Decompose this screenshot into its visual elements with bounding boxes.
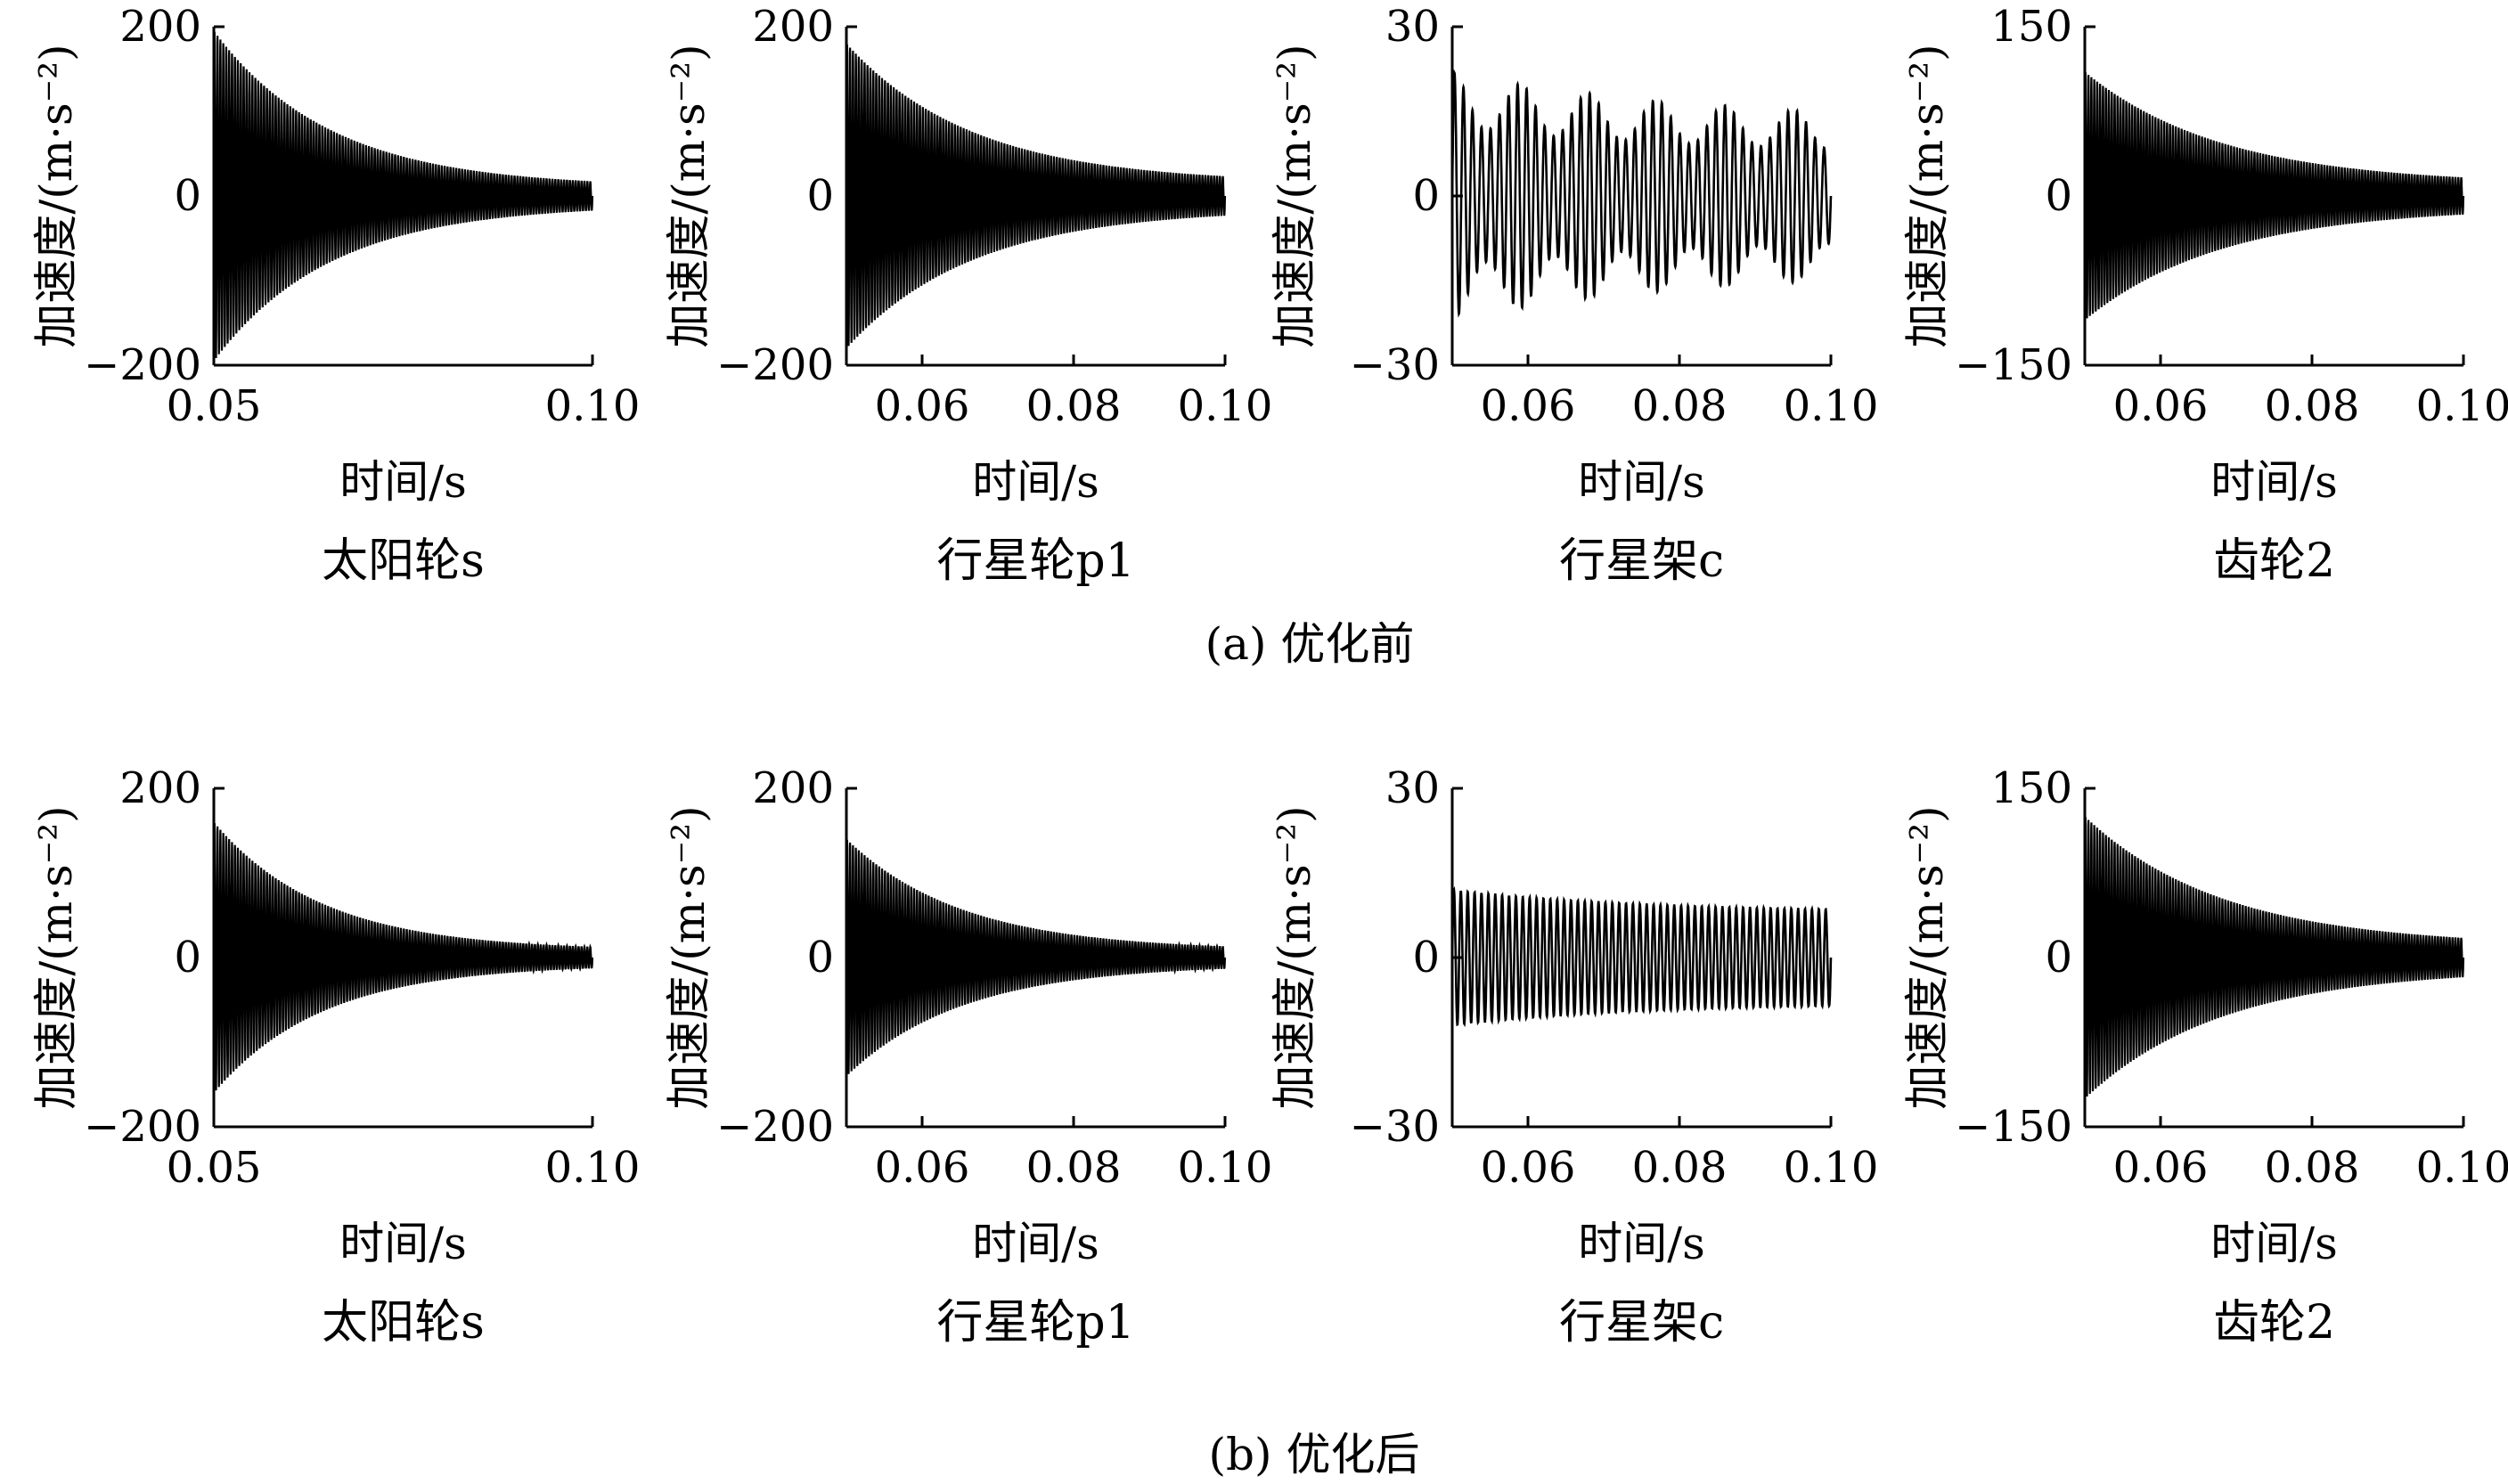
- x-tick-label: 0.06: [2113, 1143, 2209, 1193]
- y-tick-label: 150: [1990, 2, 2072, 52]
- panel-title: 行星轮p1: [936, 534, 1134, 588]
- x-tick-label: 0.06: [875, 1143, 970, 1193]
- y-tick-label: 0: [2045, 933, 2072, 983]
- y-tick-label: 200: [752, 2, 834, 52]
- series-line: [1450, 69, 1833, 318]
- series-line: [2083, 72, 2465, 319]
- y-axis-label: 加速度/(m·s⁻²): [30, 805, 82, 1109]
- y-tick-label: −30: [1350, 340, 1440, 390]
- x-tick-label: 0.08: [1026, 381, 1122, 431]
- series-line: [1450, 885, 1833, 1028]
- chart-panel: 150 0 −150 0.06 0.08 0.10 加速度/(m·s⁻²) 时间/s 齿轮2: [1901, 763, 2508, 1349]
- x-tick-label: 0.10: [1784, 1143, 1879, 1193]
- y-tick-label: 30: [1385, 763, 1440, 813]
- y-tick-label: 0: [174, 933, 201, 983]
- y-tick-label: −200: [84, 340, 201, 390]
- x-tick-label: 0.08: [1632, 381, 1728, 431]
- x-tick-label: 0.10: [2416, 1143, 2508, 1193]
- series-line: [212, 31, 594, 359]
- x-tick-label: 0.10: [2416, 381, 2508, 431]
- row-a-caption: (a) 优化前: [1205, 618, 1415, 670]
- x-axis-label: 时间/s: [972, 1218, 1099, 1269]
- y-axis-label: 加速度/(m·s⁻²): [663, 44, 715, 347]
- series-line: [212, 822, 594, 1091]
- x-tick-label: 0.06: [1481, 381, 1576, 431]
- x-tick-label: 0.10: [1178, 381, 1273, 431]
- y-axis-label: 加速度/(m·s⁻²): [1901, 44, 1953, 347]
- series-line: [845, 839, 1227, 1074]
- y-tick-label: 0: [806, 171, 834, 221]
- y-tick-label: 150: [1990, 763, 2072, 813]
- panel-title: 行星架c: [1559, 1296, 1724, 1349]
- x-tick-label: 0.06: [875, 381, 970, 431]
- x-tick-label: 0.06: [2113, 381, 2209, 431]
- x-tick-label: 0.08: [2265, 381, 2360, 431]
- y-tick-label: 0: [1412, 933, 1440, 983]
- x-tick-label: 0.10: [545, 381, 641, 431]
- x-axis-label: 时间/s: [339, 1218, 467, 1269]
- panel-title: 齿轮2: [2213, 534, 2335, 588]
- panel-title: 太阳轮s: [322, 1296, 485, 1349]
- y-tick-label: 0: [806, 933, 834, 983]
- series-line: [2083, 817, 2465, 1097]
- y-tick-label: 200: [752, 763, 834, 813]
- x-axis-label: 时间/s: [1578, 456, 1705, 508]
- x-tick-label: 0.10: [1178, 1143, 1273, 1193]
- chart-panel: 200 0 −200 0.06 0.08 0.10 加速度/(m·s⁻²) 时间/s 行星轮p1: [663, 763, 1272, 1349]
- y-tick-label: −150: [1955, 340, 2072, 390]
- x-tick-label: 0.10: [1784, 381, 1879, 431]
- x-tick-label: 0.08: [1026, 1143, 1122, 1193]
- chart-panel: 30 0 −30 0.06 0.08 0.10 加速度/(m·s⁻²) 时间/s 行星架c: [1269, 2, 1878, 588]
- x-tick-label: 0.06: [1481, 1143, 1576, 1193]
- x-axis-label: 时间/s: [1578, 1218, 1705, 1269]
- chart-panel: 30 0 −30 0.06 0.08 0.10 加速度/(m·s⁻²) 时间/s 行星架c: [1269, 763, 1878, 1349]
- x-axis-label: 时间/s: [2210, 456, 2338, 508]
- x-axis-label: 时间/s: [339, 456, 467, 508]
- y-tick-label: 0: [174, 171, 201, 221]
- y-tick-label: −200: [716, 1102, 834, 1152]
- x-tick-label: 0.10: [545, 1143, 641, 1193]
- series-line: [845, 44, 1227, 347]
- x-axis-label: 时间/s: [2210, 1218, 2338, 1269]
- x-tick-label: 0.05: [167, 1143, 262, 1193]
- chart-panel: 200 0 −200 0.06 0.08 0.10 加速度/(m·s⁻²) 时间/s 行星轮p1: [663, 2, 1272, 588]
- y-tick-label: −30: [1350, 1102, 1440, 1152]
- y-tick-label: −150: [1955, 1102, 2072, 1152]
- y-axis-label: 加速度/(m·s⁻²): [30, 44, 82, 347]
- y-tick-label: −200: [716, 340, 834, 390]
- y-axis-label: 加速度/(m·s⁻²): [1269, 805, 1320, 1109]
- y-axis-label: 加速度/(m·s⁻²): [1269, 44, 1320, 347]
- y-tick-label: 200: [119, 763, 201, 813]
- y-axis-label: 加速度/(m·s⁻²): [1901, 805, 1953, 1109]
- chart-panel: 150 0 −150 0.06 0.08 0.10 加速度/(m·s⁻²) 时间/s 齿轮2: [1901, 2, 2508, 588]
- row-b-caption: (b) 优化后: [1209, 1429, 1420, 1480]
- y-tick-label: 200: [119, 2, 201, 52]
- x-axis-label: 时间/s: [972, 456, 1099, 508]
- x-tick-label: 0.05: [167, 381, 262, 431]
- x-tick-label: 0.08: [2265, 1143, 2360, 1193]
- y-tick-label: −200: [84, 1102, 201, 1152]
- panel-title: 齿轮2: [2213, 1296, 2335, 1349]
- y-tick-label: 0: [2045, 171, 2072, 221]
- x-tick-label: 0.08: [1632, 1143, 1728, 1193]
- panel-title: 行星轮p1: [936, 1296, 1134, 1349]
- y-axis-label: 加速度/(m·s⁻²): [663, 805, 715, 1109]
- panel-title: 行星架c: [1559, 534, 1724, 588]
- y-tick-label: 0: [1412, 171, 1440, 221]
- panel-title: 太阳轮s: [322, 534, 485, 588]
- y-tick-label: 30: [1385, 2, 1440, 52]
